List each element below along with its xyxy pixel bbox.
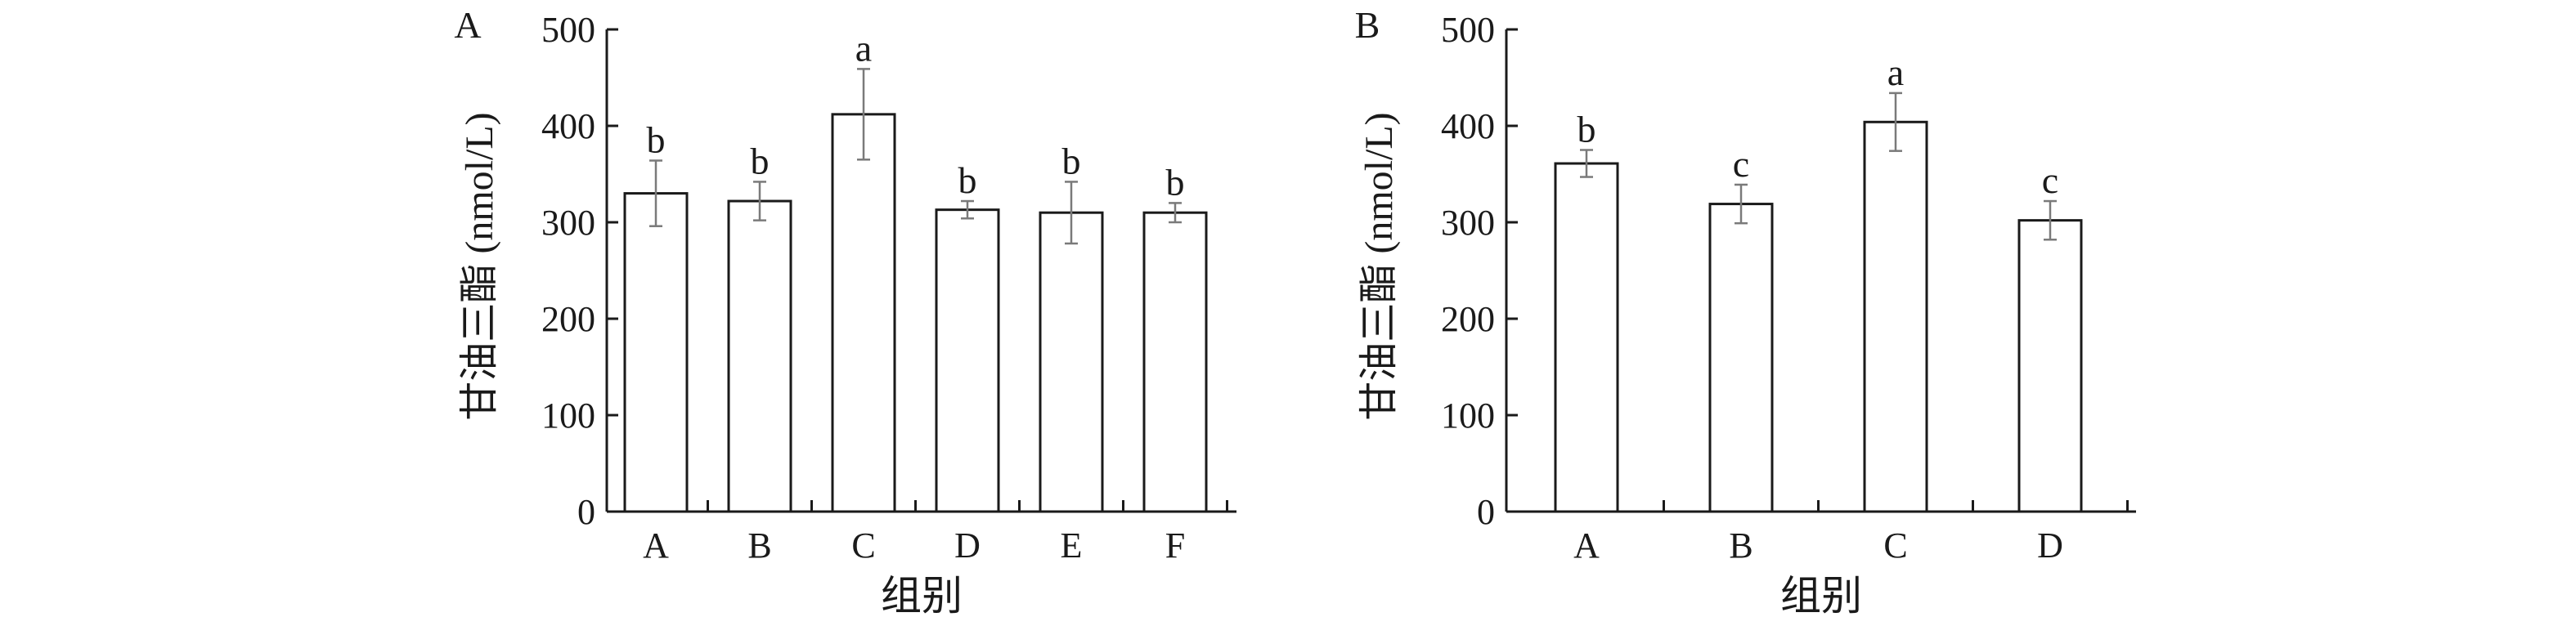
panel-b-y-axis-title: 甘油三酯 (nmol/L) [1358, 112, 1401, 420]
panel-b-y-tick-label: 500 [1441, 10, 1495, 50]
panel-a-significance-label: b [1062, 140, 1081, 181]
panel-a-y-axis-title: 甘油三酯 (nmol/L) [458, 112, 501, 420]
panel-a-x-axis-title: 组别 [881, 573, 963, 619]
panel-a-panel-label: A [454, 4, 481, 46]
panel-b-x-tick-label: B [1729, 525, 1752, 566]
panel-a-significance-label: b [1166, 161, 1185, 203]
panel-a-x-tick-label: B [747, 525, 771, 566]
panel-b-bar-c [1863, 120, 1928, 513]
panel-a-x-tick-label: C [851, 525, 875, 566]
panel-b-significance-label: c [1733, 143, 1749, 185]
panel-a-x-tick-label: D [954, 525, 981, 566]
panel-b-bar-a [1554, 162, 1619, 513]
panel-a-x-tick-label: E [1061, 525, 1083, 566]
panel-a-bar-b [727, 199, 792, 513]
panel-b-x-axis-title: 组别 [1780, 573, 1862, 619]
panel-a-significance-label: b [958, 159, 977, 201]
panel-b-y-tick-label: 100 [1441, 396, 1495, 436]
panel-a-x-tick-label: A [643, 525, 669, 566]
panel-b-y-tick-label: 0 [1477, 492, 1495, 532]
panel-a-y-tick-label: 400 [541, 106, 595, 146]
panel-a-bar-a [623, 192, 689, 513]
panel-a-y-tick-label: 300 [541, 203, 595, 243]
panel-a-significance-label: b [751, 140, 770, 181]
panel-b-y-tick-label: 200 [1441, 299, 1495, 339]
panel-a-y-tick-label: 500 [541, 10, 595, 50]
panel-a-bar-e [1039, 211, 1104, 513]
panel-b-panel-label: B [1355, 4, 1380, 46]
panel-b-y-tick-label: 400 [1441, 106, 1495, 146]
panel-b-bar-b [1708, 203, 1774, 513]
panel-b-bar-d [2017, 219, 2083, 513]
panel-a-bar-d [935, 208, 1000, 513]
panel-b-significance-label: c [2042, 159, 2058, 201]
panel-b-significance-label: b [1577, 109, 1596, 150]
panel-b-y-tick-label: 300 [1441, 203, 1495, 243]
panel-a-x-tick-label: F [1165, 525, 1185, 566]
panel-b-significance-label: a [1887, 51, 1904, 93]
panel-a-bar-c [831, 113, 896, 513]
panel-b-x-tick-label: D [2037, 525, 2063, 566]
panel-a-significance-label: a [855, 27, 872, 69]
panel-a-bar-f [1142, 211, 1208, 513]
panel-a-significance-label: b [647, 118, 666, 160]
panel-a-chart: 0 100 200 300 400 500 b Ab Ba Cb Db Eb F 组别 甘油三酯 (nmol… [454, 4, 1236, 619]
panel-a-y-tick-label: 0 [577, 492, 595, 532]
panel-a-y-tick-label: 100 [541, 396, 595, 436]
panel-a-y-tick-label: 200 [541, 299, 595, 339]
panel-b-x-tick-label: C [1883, 525, 1907, 566]
panel-b-chart: 0 100 200 300 400 500 b Ac Ba Cc D 组别 甘油三酯 (nmol/L) B [1355, 4, 2136, 619]
panel-b-x-tick-label: A [1573, 525, 1600, 566]
